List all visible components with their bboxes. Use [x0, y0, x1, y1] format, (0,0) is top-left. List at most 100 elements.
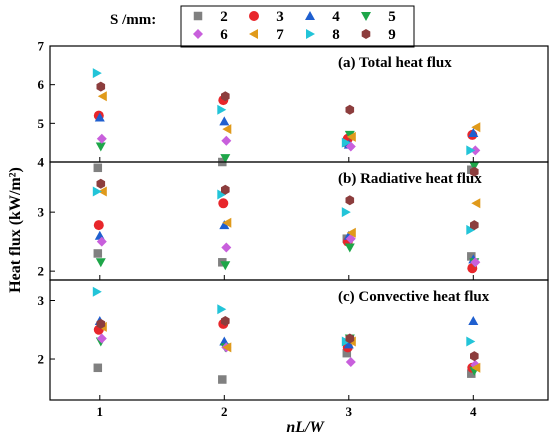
- point: [97, 91, 107, 102]
- panel-title: (c) Convective heat flux: [338, 289, 490, 305]
- point: [342, 348, 352, 358]
- point: [341, 137, 351, 148]
- series-5: [95, 334, 480, 376]
- point: [220, 261, 231, 271]
- panel-title: (a) Total heat flux: [338, 55, 452, 71]
- point: [470, 351, 479, 362]
- panel-1: (a) Total heat flux 4 5 6 7: [38, 39, 549, 177]
- y-tick-label: 2: [38, 264, 45, 279]
- point: [93, 363, 103, 373]
- point: [96, 333, 107, 344]
- y-tick-label: 6: [38, 77, 45, 92]
- panel-frame: [49, 45, 549, 163]
- point: [467, 252, 476, 261]
- point: [222, 124, 232, 135]
- point: [95, 258, 106, 268]
- point: [96, 178, 106, 189]
- point: [471, 198, 481, 209]
- legend-marker-3: [249, 11, 259, 21]
- panel-frame: [49, 279, 549, 401]
- series-8: [92, 286, 476, 347]
- legend-label-2: 2: [220, 9, 228, 25]
- point: [346, 131, 356, 142]
- series-2: [93, 234, 476, 267]
- point: [345, 195, 355, 206]
- legend-marker-2: [193, 11, 203, 21]
- series-7: [97, 321, 481, 373]
- point: [217, 189, 227, 200]
- panel-title: (b) Radiative heat flux: [338, 171, 482, 187]
- legend-marker-6: [193, 29, 203, 39]
- point: [470, 220, 479, 231]
- point: [468, 128, 479, 137]
- point: [220, 154, 231, 164]
- legend-box: [180, 5, 415, 48]
- point: [345, 333, 355, 344]
- point: [466, 336, 476, 347]
- point: [218, 198, 229, 209]
- series-9: [96, 81, 479, 177]
- point: [222, 342, 232, 353]
- series-4: [94, 220, 479, 264]
- point: [93, 249, 103, 258]
- legend-marker-8: [306, 29, 315, 39]
- y-tick-label: 7: [38, 39, 45, 54]
- legend-marker-9: [361, 29, 371, 39]
- series-4: [94, 112, 479, 149]
- point: [96, 133, 107, 144]
- point: [221, 91, 230, 102]
- y-tick-label: 3: [38, 205, 45, 220]
- legend-label-8: 8: [332, 27, 340, 43]
- x-axis-label: nL/W: [286, 419, 325, 436]
- y-tick-label: 4: [38, 155, 45, 170]
- point: [219, 116, 230, 126]
- legend-marker-4: [305, 11, 315, 20]
- y-axis-label: Heat flux (kW/m²): [7, 167, 24, 293]
- legend-label-9: 9: [388, 27, 396, 43]
- y-tick-label: 2: [38, 352, 45, 367]
- point: [97, 186, 107, 197]
- point: [471, 362, 481, 373]
- series-2: [93, 138, 476, 174]
- point: [471, 122, 481, 133]
- legend-marker-5: [361, 12, 371, 21]
- point: [217, 104, 227, 115]
- point: [221, 184, 230, 195]
- point: [469, 161, 480, 171]
- point: [96, 81, 106, 92]
- point: [345, 356, 356, 367]
- series-6: [96, 233, 481, 268]
- point: [221, 242, 232, 253]
- legend-label-4: 4: [332, 9, 340, 25]
- point: [219, 220, 230, 230]
- point: [341, 207, 351, 218]
- point: [221, 316, 230, 326]
- panels: (a) Total heat flux 4 5 6 7 (b) Radiative hea…: [38, 39, 549, 401]
- point: [466, 224, 476, 235]
- point: [217, 304, 227, 315]
- y-tick-label: 5: [38, 116, 45, 131]
- series-6: [96, 333, 481, 370]
- legend-label-6: 6: [220, 27, 228, 43]
- x-ticks: 1 2 3 4: [97, 404, 477, 419]
- x-tick-label: 1: [97, 404, 104, 419]
- point: [96, 318, 106, 329]
- series-2: [93, 348, 476, 384]
- series-5: [95, 130, 480, 171]
- legend: S /mm: 2 3 4 5 6 7 8 9: [110, 5, 415, 48]
- point: [93, 163, 103, 173]
- series-8: [92, 68, 476, 156]
- series-7: [97, 186, 481, 238]
- panel-3: (c) Convective heat flux 2 3: [38, 279, 549, 401]
- point: [346, 227, 356, 238]
- legend-label-7: 7: [276, 27, 284, 43]
- point: [92, 186, 102, 197]
- series-7: [97, 91, 481, 142]
- point: [345, 104, 355, 115]
- series-9: [96, 316, 479, 362]
- legend-marker-7: [249, 29, 258, 39]
- point: [218, 375, 227, 384]
- series-4: [94, 315, 479, 349]
- point: [466, 145, 476, 156]
- point: [344, 243, 355, 253]
